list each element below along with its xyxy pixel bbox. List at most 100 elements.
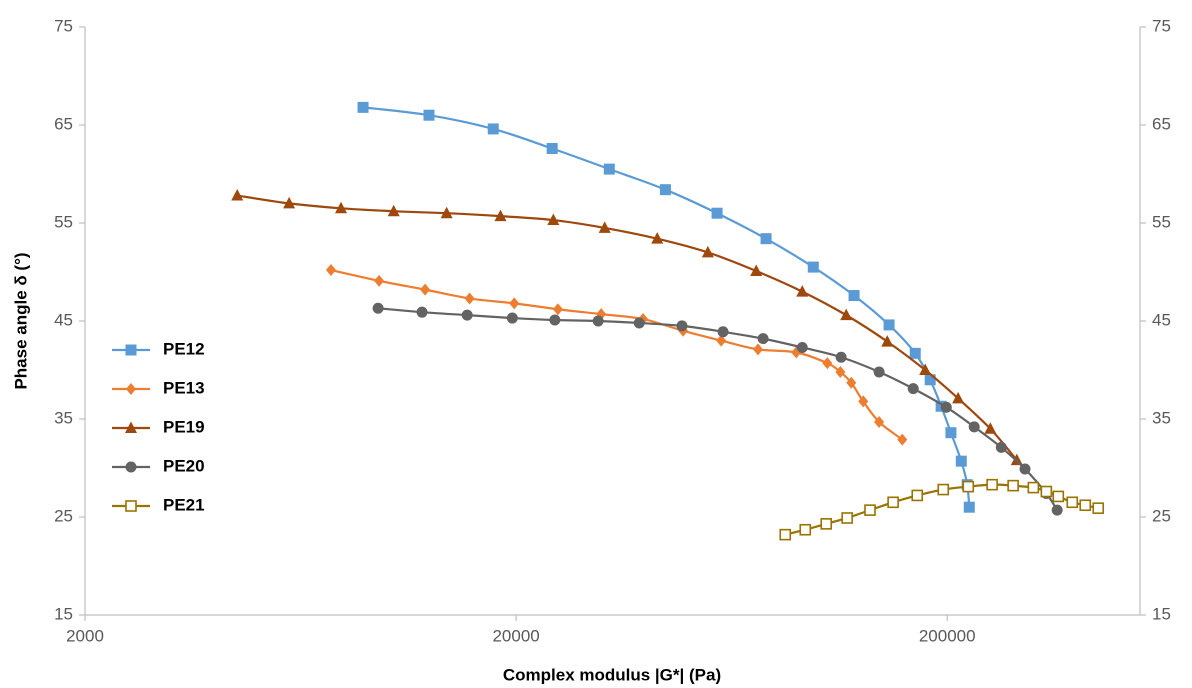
- legend-label: PE12: [163, 339, 205, 358]
- marker: [757, 333, 769, 345]
- marker: [461, 309, 473, 321]
- marker: [549, 314, 561, 326]
- marker: [924, 374, 936, 386]
- marker: [592, 315, 604, 327]
- marker: [841, 512, 853, 524]
- marker: [1066, 496, 1079, 509]
- marker: [494, 209, 507, 222]
- marker: [907, 383, 919, 395]
- y-tick-label: 25: [54, 506, 73, 525]
- marker: [873, 366, 885, 378]
- legend-marker: [126, 383, 136, 395]
- y2-tick-label: 75: [1152, 16, 1171, 35]
- marker: [919, 363, 932, 375]
- marker: [822, 357, 833, 370]
- marker: [603, 163, 615, 175]
- marker: [357, 101, 369, 113]
- marker: [506, 312, 518, 324]
- marker: [651, 232, 664, 244]
- marker: [372, 302, 384, 314]
- marker: [799, 523, 812, 536]
- marker: [1040, 485, 1053, 498]
- marker: [325, 264, 336, 277]
- marker: [835, 365, 846, 378]
- marker: [848, 290, 860, 302]
- marker: [598, 221, 611, 233]
- marker: [779, 528, 792, 541]
- legend-marker: [125, 500, 137, 512]
- x-tick-label: 200000: [919, 626, 976, 645]
- series-line: [330, 268, 903, 441]
- y-tick-label: 15: [54, 604, 73, 623]
- y-tick-label: 35: [54, 408, 73, 427]
- marker: [1052, 490, 1065, 503]
- marker: [883, 319, 895, 331]
- marker: [387, 204, 400, 217]
- marker: [874, 415, 885, 428]
- marker: [887, 496, 899, 509]
- legend-label: PE19: [163, 417, 205, 436]
- marker: [840, 308, 853, 321]
- marker: [546, 143, 558, 155]
- marker: [1027, 481, 1040, 494]
- marker: [796, 341, 808, 353]
- marker: [881, 335, 894, 347]
- marker: [487, 123, 499, 135]
- marker: [753, 343, 764, 356]
- marker: [633, 317, 645, 329]
- marker: [911, 489, 924, 502]
- x-tick-label: 2000: [66, 626, 104, 645]
- marker: [986, 478, 998, 491]
- marker: [760, 233, 772, 245]
- y-tick-label: 75: [54, 16, 73, 35]
- series-line: [378, 307, 1059, 511]
- marker: [374, 274, 385, 287]
- marker: [897, 433, 908, 446]
- marker: [962, 480, 975, 493]
- marker: [945, 427, 957, 439]
- x-axis-label: Complex modulus |G*| (Pa): [503, 665, 721, 684]
- marker: [968, 421, 980, 433]
- marker: [283, 196, 296, 209]
- marker: [995, 441, 1007, 453]
- marker: [416, 306, 428, 318]
- marker: [440, 206, 453, 219]
- marker: [940, 401, 952, 413]
- marker: [846, 376, 857, 389]
- x-tick-label: 20000: [492, 626, 539, 645]
- y2-tick-label: 55: [1152, 212, 1171, 231]
- marker: [676, 320, 688, 332]
- marker: [701, 245, 714, 258]
- legend-marker: [125, 461, 137, 473]
- y-tick-label: 65: [54, 114, 73, 133]
- marker: [858, 395, 869, 408]
- marker: [547, 213, 560, 226]
- y-axis-label: Phase angle δ (°): [11, 252, 30, 389]
- marker: [509, 297, 520, 310]
- marker: [552, 303, 563, 316]
- y2-tick-label: 35: [1152, 408, 1171, 427]
- marker: [1019, 463, 1031, 475]
- marker: [1092, 502, 1105, 514]
- marker: [963, 501, 975, 513]
- y2-tick-label: 45: [1152, 310, 1171, 329]
- marker: [711, 207, 723, 219]
- marker: [955, 455, 967, 467]
- marker: [1079, 499, 1092, 512]
- legend-label: PE13: [163, 378, 205, 397]
- y2-tick-label: 15: [1152, 604, 1171, 623]
- y2-tick-label: 25: [1152, 506, 1171, 525]
- legend-label: PE20: [163, 456, 205, 475]
- y2-tick-label: 65: [1152, 114, 1171, 133]
- marker: [984, 422, 997, 434]
- marker: [807, 261, 819, 273]
- marker: [909, 347, 921, 359]
- legend-marker: [125, 344, 137, 356]
- marker: [937, 483, 950, 496]
- marker: [464, 292, 475, 305]
- y-tick-label: 55: [54, 212, 73, 231]
- marker: [231, 189, 244, 201]
- series-line: [362, 106, 971, 508]
